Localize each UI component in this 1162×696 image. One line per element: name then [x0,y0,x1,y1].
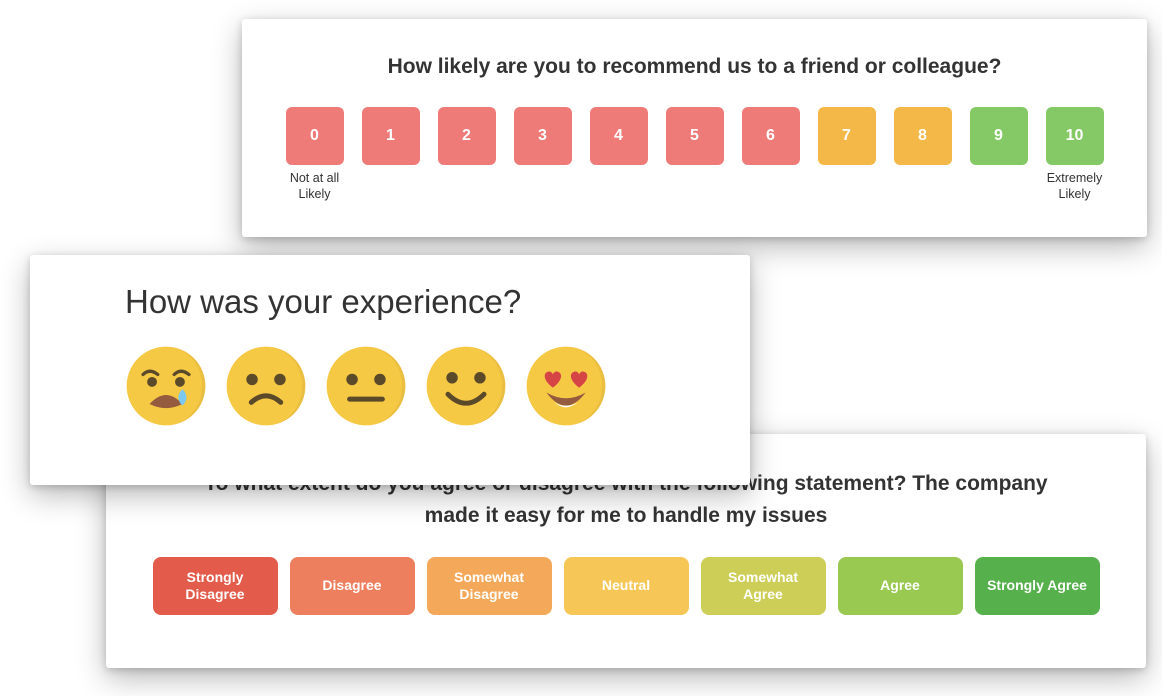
likert-option-4[interactable]: Somewhat Agree [701,557,826,615]
nps-item-5: 5 [666,107,724,202]
nps-item-8: 8 [894,107,952,202]
likert-option-5[interactable]: Agree [838,557,963,615]
experience-card: How was your experience? [30,255,750,485]
emoji-love-icon[interactable] [525,345,607,427]
nps-question: How likely are you to recommend us to a … [242,55,1147,79]
nps-box-8[interactable]: 8 [894,107,952,165]
nps-card: How likely are you to recommend us to a … [242,19,1147,237]
emoji-row [125,345,710,427]
nps-box-5[interactable]: 5 [666,107,724,165]
nps-box-6[interactable]: 6 [742,107,800,165]
likert-option-6[interactable]: Strongly Agree [975,557,1100,615]
likert-option-2[interactable]: Somewhat Disagree [427,557,552,615]
emoji-crying-icon[interactable] [125,345,207,427]
nps-box-3[interactable]: 3 [514,107,572,165]
nps-box-2[interactable]: 2 [438,107,496,165]
nps-scale: 0Not at all Likely12345678910Extremely L… [242,107,1147,202]
likert-option-1[interactable]: Disagree [290,557,415,615]
nps-caption-high: Extremely Likely [1039,171,1111,202]
emoji-sad-icon[interactable] [225,345,307,427]
nps-item-6: 6 [742,107,800,202]
nps-box-4[interactable]: 4 [590,107,648,165]
nps-box-7[interactable]: 7 [818,107,876,165]
nps-item-1: 1 [362,107,420,202]
nps-item-4: 4 [590,107,648,202]
emoji-happy-icon[interactable] [425,345,507,427]
nps-item-9: 9 [970,107,1028,202]
nps-item-10: 10Extremely Likely [1046,107,1104,202]
nps-box-1[interactable]: 1 [362,107,420,165]
emoji-neutral-icon[interactable] [325,345,407,427]
experience-question: How was your experience? [125,283,710,321]
nps-item-0: 0Not at all Likely [286,107,344,202]
nps-item-3: 3 [514,107,572,202]
nps-box-0[interactable]: 0 [286,107,344,165]
nps-caption-low: Not at all Likely [279,171,351,202]
nps-item-7: 7 [818,107,876,202]
nps-item-2: 2 [438,107,496,202]
likert-option-0[interactable]: Strongly Disagree [153,557,278,615]
nps-box-9[interactable]: 9 [970,107,1028,165]
likert-row: Strongly DisagreeDisagreeSomewhat Disagr… [148,557,1104,615]
nps-box-10[interactable]: 10 [1046,107,1104,165]
likert-option-3[interactable]: Neutral [564,557,689,615]
